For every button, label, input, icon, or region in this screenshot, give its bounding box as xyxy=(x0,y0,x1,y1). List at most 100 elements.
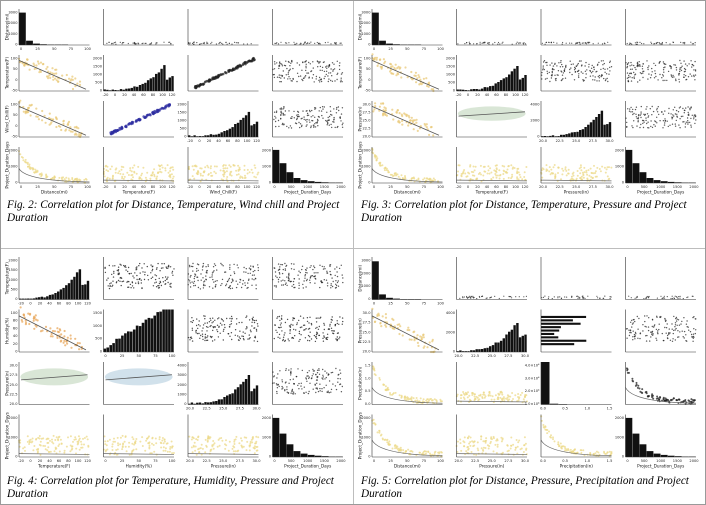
data-point xyxy=(232,280,234,282)
data-point xyxy=(564,166,567,169)
data-point xyxy=(192,262,194,265)
data-point xyxy=(23,160,26,163)
data-point xyxy=(289,379,291,381)
data-point xyxy=(36,60,40,63)
hist-bar xyxy=(606,124,609,137)
x-tick-label: 100 xyxy=(512,185,520,189)
data-point xyxy=(245,271,247,273)
data-point xyxy=(629,42,631,44)
data-point xyxy=(229,266,231,269)
data-point xyxy=(651,396,654,399)
hist-bar xyxy=(112,343,115,352)
data-point xyxy=(76,82,79,85)
data-point xyxy=(674,295,676,297)
data-point xyxy=(239,175,242,178)
data-point xyxy=(548,166,551,169)
data-point xyxy=(672,338,674,340)
hist-bar xyxy=(130,87,133,91)
data-point xyxy=(487,394,490,397)
data-point xyxy=(675,316,678,319)
data-point xyxy=(213,270,215,272)
data-point xyxy=(562,169,565,172)
data-point xyxy=(288,272,290,275)
data-point xyxy=(326,67,328,69)
data-point xyxy=(460,397,462,400)
data-point xyxy=(401,177,404,179)
data-point xyxy=(234,450,237,453)
x-tick-label: 30.0 xyxy=(521,459,530,463)
data-point xyxy=(636,295,638,298)
data-point xyxy=(299,338,301,341)
data-point xyxy=(305,271,307,274)
data-point xyxy=(67,436,69,439)
column-variable-label: Pressure(in) xyxy=(211,464,236,469)
data-point xyxy=(203,315,205,317)
data-point xyxy=(313,81,315,83)
data-point xyxy=(499,43,501,45)
data-point xyxy=(310,338,313,340)
data-point xyxy=(133,277,135,279)
data-point xyxy=(666,334,669,337)
data-point xyxy=(168,41,170,44)
data-point xyxy=(388,171,390,174)
data-point xyxy=(284,110,287,112)
data-point xyxy=(664,79,666,82)
panel-1-2 xyxy=(540,309,612,353)
data-point xyxy=(200,279,202,281)
data-point xyxy=(481,42,483,44)
data-point xyxy=(336,336,338,338)
data-point xyxy=(196,173,199,176)
data-point xyxy=(315,75,318,78)
data-point xyxy=(33,64,36,67)
data-point xyxy=(379,164,382,167)
data-point xyxy=(273,111,276,113)
data-point xyxy=(224,447,227,450)
data-point xyxy=(171,272,173,274)
panel-1-2 xyxy=(187,55,259,92)
data-point xyxy=(278,315,281,318)
hist-bar xyxy=(461,351,465,352)
data-point xyxy=(205,326,208,328)
data-point xyxy=(675,78,677,80)
data-point xyxy=(51,329,55,333)
data-point xyxy=(605,73,608,75)
data-point xyxy=(119,280,121,282)
row-variable-label: Project_Duration_Days xyxy=(358,412,363,459)
data-point xyxy=(215,165,218,168)
data-point xyxy=(204,315,206,317)
data-point xyxy=(550,41,552,43)
data-point xyxy=(24,449,26,452)
hist-bar xyxy=(470,89,473,91)
data-point xyxy=(378,430,381,432)
data-point xyxy=(280,110,282,113)
data-point xyxy=(580,178,583,181)
data-point xyxy=(49,76,52,79)
data-point xyxy=(692,337,694,339)
data-point xyxy=(58,443,61,446)
data-point xyxy=(305,377,307,379)
row-variable-label: Precipitation(in) xyxy=(358,366,363,400)
data-point xyxy=(69,337,72,340)
data-point xyxy=(432,88,435,91)
data-point xyxy=(59,438,62,441)
data-point xyxy=(468,296,470,298)
data-point xyxy=(165,442,168,445)
fig4-pairplot: Temperature(F)Humidity(%)Pressure(in)Pro… xyxy=(5,257,346,469)
data-point xyxy=(492,450,495,453)
data-point xyxy=(169,41,171,43)
hist-bar xyxy=(70,279,73,300)
data-point xyxy=(323,387,325,389)
data-point xyxy=(339,42,341,44)
data-point xyxy=(240,286,243,289)
y-tick-label: 1000 xyxy=(8,165,18,169)
x-tick-label: 27.5 xyxy=(236,407,244,411)
data-point xyxy=(22,105,25,109)
data-point xyxy=(167,281,169,284)
x-tick-label: 75 xyxy=(422,185,427,189)
data-point xyxy=(111,445,114,448)
y-tick-label: 20.0 xyxy=(9,402,18,406)
data-point xyxy=(229,317,231,320)
data-point xyxy=(162,267,164,269)
y-tick-label: 1.0×10⁴ xyxy=(525,402,540,406)
